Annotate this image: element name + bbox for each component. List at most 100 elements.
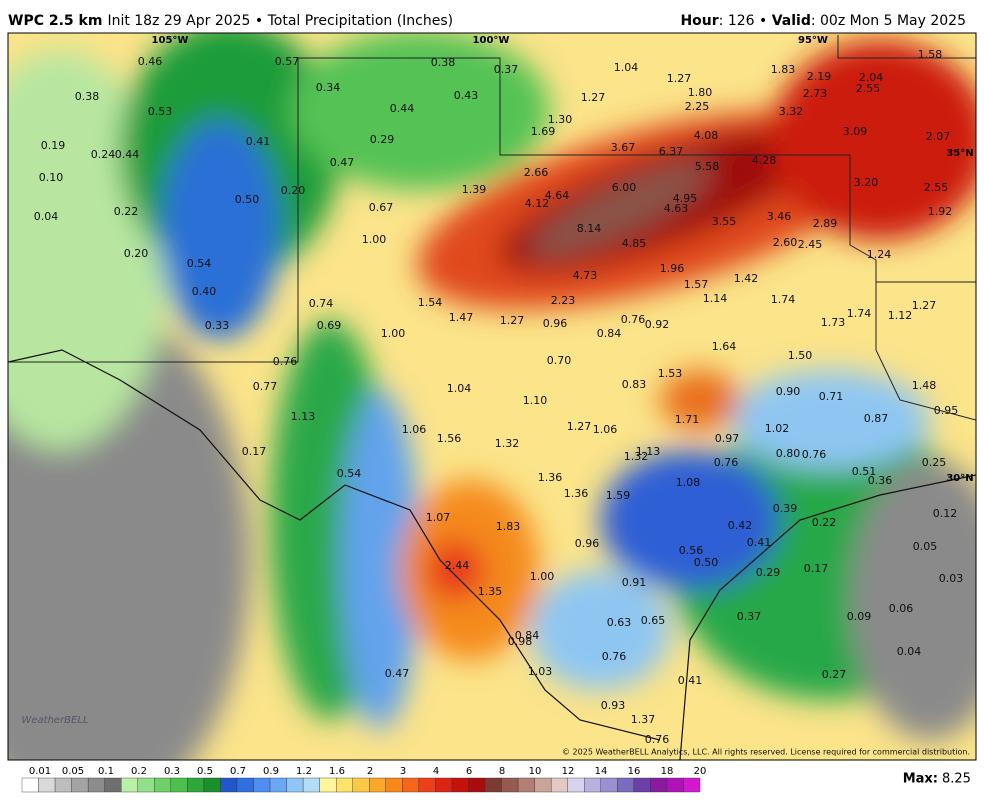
precip-label: 1.00 [362,233,387,246]
precip-label: 0.77 [253,380,278,393]
precip-label: 4.85 [622,237,647,250]
precip-label: 3.20 [854,176,879,189]
precip-label: 1.59 [606,489,631,502]
precip-label: 0.51 [852,465,877,478]
precip-label: 3.67 [611,141,636,154]
precip-label: 0.70 [547,354,572,367]
precip-label: 0.53 [148,105,173,118]
colorbar-swatch [550,777,568,793]
colorbar-swatch [584,777,601,793]
precip-label: 0.69 [317,319,342,332]
precip-label: 0.57 [275,55,300,68]
colorbar-tick-label: 0.01 [29,766,51,777]
colorbar-tick-label: 0.7 [230,766,246,777]
precip-label: 0.20 [281,184,306,197]
precip-label: 3.32 [779,105,804,118]
colorbar-swatch [335,777,353,793]
parallel-label: 30°N [946,473,973,484]
precip-label: 1.73 [821,316,846,329]
precip-label: 1.14 [703,292,728,305]
precip-label: 4.28 [752,154,777,167]
precip-label: 3.09 [843,125,868,138]
colorbar-swatch [650,777,668,793]
colorbar-swatch [600,777,618,793]
precip-label: 0.44 [115,148,140,161]
precip-label: 0.76 [602,650,627,663]
precip-label: 0.29 [756,566,781,579]
model: WPC 2.5 km [8,13,102,29]
precip-label: 0.47 [385,667,410,680]
precip-label: 1.58 [918,48,943,61]
meridian-label: 95°W [798,35,828,46]
header-right: Hour: 126 • Valid: 00z Mon 5 May 2025 [680,13,966,29]
colorbar-swatch [121,777,138,793]
precip-label: 1.54 [418,296,443,309]
precip-label: 0.22 [812,516,837,529]
colorbar-swatch [269,777,287,793]
precip-label: 0.47 [330,156,355,169]
precip-label: 0.63 [607,616,632,629]
precip-label: 0.22 [114,205,139,218]
colorbar-swatch [402,777,420,793]
precip-label: 0.10 [39,171,64,184]
colorbar-swatch [187,777,205,793]
precip-label: 1.24 [867,248,892,261]
precip-label: 0.97 [715,432,740,445]
precip-label: 1.39 [462,183,487,196]
precip-label: 1.04 [614,61,639,74]
colorbar-swatch [236,777,254,793]
precip-label: 0.25 [922,456,947,469]
colorbar-swatch [468,777,486,793]
map [8,33,976,760]
colorbar-tick-label: 0.1 [98,766,114,777]
precip-label: 0.34 [316,81,341,94]
precip-label: 2.23 [551,294,576,307]
precip-label: 6.37 [659,145,684,158]
precip-label: 1.35 [478,585,503,598]
precip-label: 1.56 [437,432,462,445]
colorbar-swatch [87,777,105,793]
precip-label: 1.27 [667,72,692,85]
meridian-label: 100°W [473,35,510,46]
precip-label: 0.41 [678,674,703,687]
precip-label: 0.91 [622,576,647,589]
precip-label: 2.73 [803,87,828,100]
precip-label: 0.27 [822,668,847,681]
max-value: 8.25 [942,772,971,787]
precip-label: 6.00 [612,181,637,194]
logo: WeatherBELL [21,715,88,726]
precip-label: 2.55 [924,181,949,194]
colorbar-swatch [137,777,155,793]
precip-label: 0.41 [747,536,772,549]
precip-label: 4.63 [664,202,689,215]
colorbar-swatch [683,777,701,793]
precip-label: 2.55 [856,82,881,95]
precip-label: 1.47 [449,311,474,324]
precip-label: 0.95 [934,404,959,417]
colorbar-swatch [38,777,56,793]
precip-label: 0.90 [776,385,801,398]
precip-label: 1.27 [567,420,592,433]
precip-label: 1.30 [548,113,573,126]
precip-label: 4.08 [694,129,719,142]
precip-label: 0.05 [913,540,938,553]
precip-label: 1.08 [676,476,701,489]
precip-label: 0.41 [246,135,271,148]
colorbar-swatch [154,777,172,793]
precip-label: 0.42 [728,519,753,532]
precip-label: 2.45 [798,238,823,251]
precip-label: 1.27 [912,299,937,312]
colorbar-swatch [71,777,89,793]
colorbar-swatch [567,777,585,793]
precip-label: 1.03 [528,665,553,678]
precip-label: 3.46 [767,210,792,223]
precip-label: 0.96 [543,317,568,330]
precip-label: 2.25 [685,100,710,113]
valid-value: : 00z Mon 5 May 2025 [811,13,966,29]
colorbar-tick-label: 12 [562,766,575,777]
colorbar-swatch [633,777,651,793]
colorbar-tick-label: 20 [694,766,707,777]
precip-label: 1.12 [888,309,913,322]
precip-label: 0.17 [804,562,829,575]
